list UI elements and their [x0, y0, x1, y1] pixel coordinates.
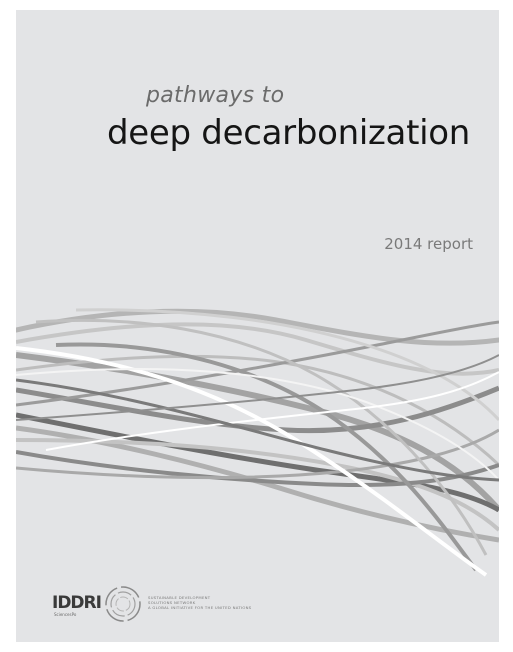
report-year-label: 2014 report: [384, 235, 473, 253]
sdsn-line-3: A GLOBAL INITIATIVE FOR THE UNITED NATIO…: [148, 605, 252, 610]
sdsn-line-1: SUSTAINABLE DEVELOPMENT: [148, 595, 211, 600]
iddri-logo-tagline: SciencesPo: [54, 612, 77, 617]
sdsn-logo-text: SUSTAINABLE DEVELOPMENT SOLUTIONS NETWOR…: [148, 595, 268, 610]
title-pathways-to: pathways to: [146, 83, 285, 108]
report-cover: pathways to deep decarbonization 2014 re…: [16, 10, 499, 642]
sdsn-logo-icon: [105, 586, 141, 622]
iddri-logo: IDDRI: [52, 593, 102, 613]
title-deep-decarbonization: deep decarbonization: [107, 113, 471, 153]
sdsn-line-2: SOLUTIONS NETWORK: [148, 600, 196, 605]
flowing-ribbons-graphic: [16, 308, 499, 577]
